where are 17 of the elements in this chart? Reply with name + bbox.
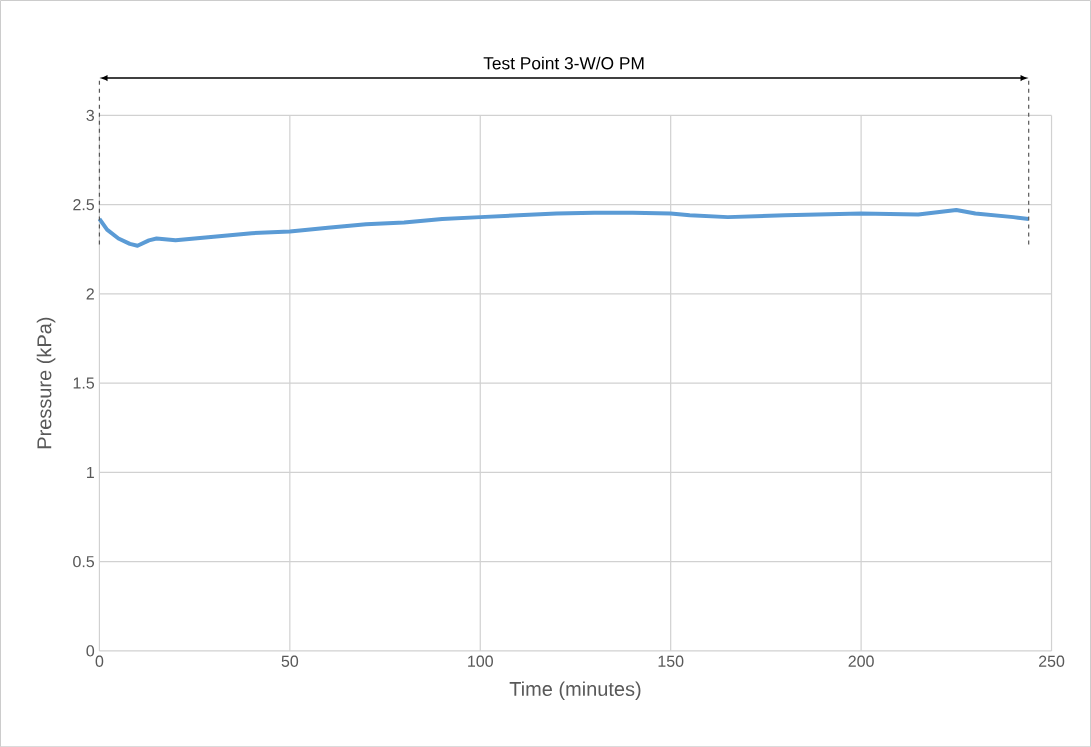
y-axis-title: Pressure (kPa)	[36, 317, 56, 448]
y-tick-label: 1.5	[73, 377, 95, 389]
x-axis-title: Time (minutes)	[509, 681, 641, 700]
y-tick-label: 3	[86, 109, 95, 121]
x-tick-label: 150	[658, 655, 684, 667]
x-tick-label: 0	[95, 655, 104, 667]
y-tick-label: 1	[87, 466, 94, 478]
x-tick-label: 200	[848, 655, 874, 667]
x-tick-label: 250	[1039, 655, 1065, 667]
y-tick-label: 2.5	[73, 198, 95, 211]
x-tick-label: 50	[281, 655, 299, 667]
y-tick-label: 0	[86, 645, 95, 657]
y-tick-label: 2	[86, 288, 94, 300]
text: Test Point 3-W/O PM	[483, 56, 644, 70]
line-series	[97, 207, 1031, 248]
x-tick-label: 100	[468, 655, 493, 667]
y-tick-label: 0.5	[73, 555, 95, 568]
